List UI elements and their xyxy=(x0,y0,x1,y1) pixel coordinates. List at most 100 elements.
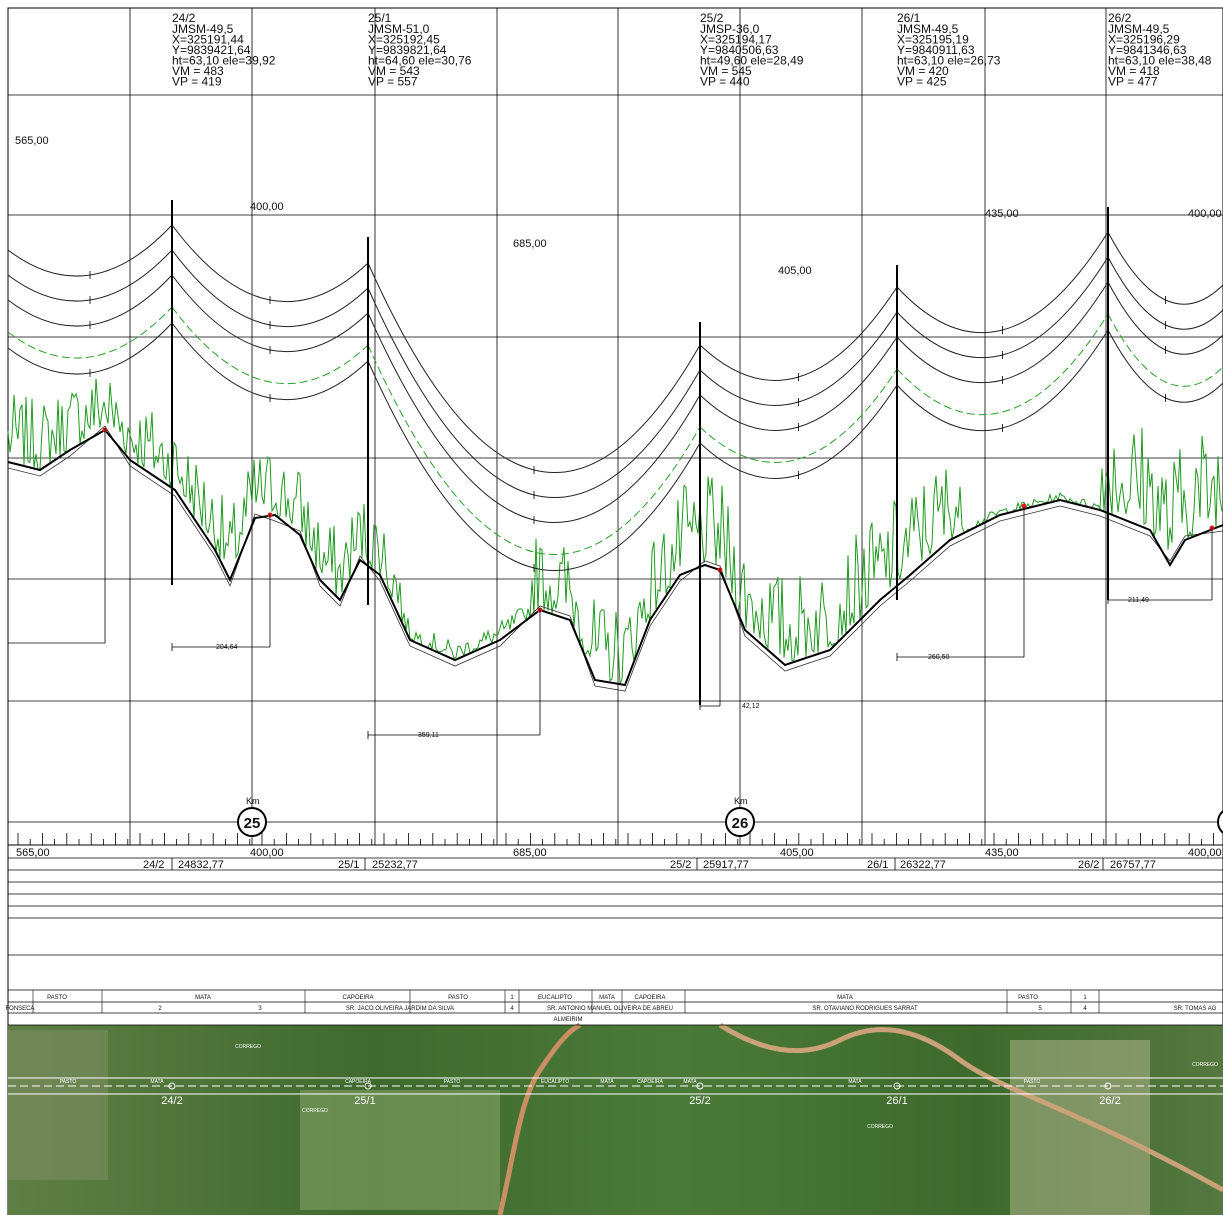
land-use: MATA xyxy=(599,995,615,1001)
tower-info: VP = 419 xyxy=(172,75,222,89)
drawing: 24/2JMSM-49,5X=325191,44Y=9839421,64ht=6… xyxy=(0,0,1223,1215)
dimension-label: 42,12 xyxy=(742,703,760,710)
aerial-label: MATA xyxy=(683,1079,697,1085)
aerial-label: CORREGO xyxy=(302,1108,328,1114)
owner: FONSECA xyxy=(5,1006,34,1012)
aerial-label: MATA xyxy=(848,1079,862,1085)
ground-clearance-curve xyxy=(172,307,368,384)
km-marker: 25 xyxy=(244,815,261,832)
tower-station-name: 24/2 xyxy=(143,859,164,871)
conductor xyxy=(8,225,172,276)
span-length: 400,00 xyxy=(1188,208,1222,220)
owner: SR. TOMAS AG xyxy=(1174,1006,1217,1012)
span-length: 400,00 xyxy=(250,201,284,213)
tower-station-name: 25/2 xyxy=(670,859,691,871)
tower-station: 26322,77 xyxy=(900,859,946,871)
aerial-label: PASTO xyxy=(60,1079,77,1085)
ground-clearance-curve xyxy=(8,307,172,358)
conductor xyxy=(700,287,897,380)
span-length-ruler: 400,00 xyxy=(1188,847,1222,859)
tower-info: VP = 557 xyxy=(368,75,418,89)
aerial-label: CAPOEIRA xyxy=(345,1079,372,1085)
conductor xyxy=(172,323,368,400)
span-length-ruler: 685,00 xyxy=(513,847,547,859)
span-length-ruler: 435,00 xyxy=(985,847,1019,859)
span-length-ruler: 400,00 xyxy=(250,847,284,859)
aerial-label: CAPOEIRA xyxy=(637,1079,664,1085)
owner: 3 xyxy=(258,1006,262,1012)
aerial-label: CORREGO xyxy=(867,1124,893,1130)
aerial-label: 26/1 xyxy=(886,1095,907,1107)
aerial-label: 26/2 xyxy=(1099,1095,1120,1107)
land-use: PASTO xyxy=(1018,995,1038,1001)
owner: SR. OTAVIANO RODRIGUES SARRAT xyxy=(812,1006,918,1012)
land-use: EUCALIPTO xyxy=(538,995,572,1001)
dimension-label: 359,11 xyxy=(418,732,439,739)
aerial-label: MATA xyxy=(600,1079,614,1085)
conductor xyxy=(368,361,700,571)
drawing-layer: 24/2JMSM-49,5X=325191,44Y=9839421,64ht=6… xyxy=(5,8,1223,1130)
span-length-ruler: 565,00 xyxy=(16,847,50,859)
owner: 5 xyxy=(1038,1006,1042,1012)
aerial-label: PASTO xyxy=(444,1079,461,1085)
conductor xyxy=(172,250,368,327)
land-use: CAPOEIRA xyxy=(634,995,665,1001)
conductor xyxy=(172,275,368,352)
dimension-label: 204,64 xyxy=(216,644,238,651)
land-use: 1 xyxy=(510,995,514,1001)
conductor xyxy=(1108,282,1223,354)
conductor xyxy=(897,232,1108,333)
conductor xyxy=(897,257,1108,358)
land-use: MATA xyxy=(837,995,853,1001)
aerial-label: PASTO xyxy=(1024,1079,1041,1085)
owner: SR. ANTONIO MANUEL OLIVEIRA DE ABREU xyxy=(547,1006,673,1012)
aerial-label: 25/2 xyxy=(689,1095,710,1107)
conductor xyxy=(1108,232,1223,304)
municipality: ALMEIRIM xyxy=(553,1017,582,1023)
vegetation-profile xyxy=(8,379,1222,684)
km-label: Km xyxy=(246,796,260,806)
owner: 4 xyxy=(510,1006,514,1012)
conductor xyxy=(1108,330,1223,402)
span-length-ruler: 405,00 xyxy=(780,847,814,859)
aerial-label: CORREGO xyxy=(235,1044,261,1050)
tower-station: 25232,77 xyxy=(372,859,418,871)
tower-station: 24832,77 xyxy=(178,859,224,871)
tower-info: VP = 477 xyxy=(1108,75,1158,89)
tower-station-name: 25/1 xyxy=(338,859,359,871)
aerial-label: EUCALIPTO xyxy=(541,1079,569,1085)
aerial-photo xyxy=(8,1025,1223,1215)
conductor xyxy=(700,337,897,430)
aerial-label: 24/2 xyxy=(161,1095,182,1107)
aerial-label: 25/1 xyxy=(354,1095,375,1107)
tower-station: 26757,77 xyxy=(1110,859,1156,871)
tower-station: 25917,77 xyxy=(703,859,749,871)
tower-station-name: 26/1 xyxy=(867,859,888,871)
land-use: CAPOEIRA xyxy=(342,995,373,1001)
terrain-thin xyxy=(8,426,1223,691)
land-use: MATA xyxy=(195,995,211,1001)
conductor xyxy=(700,312,897,405)
conductor xyxy=(8,323,172,374)
conductor xyxy=(172,225,368,302)
span-length: 565,00 xyxy=(15,135,49,147)
land-use: PASTO xyxy=(448,995,468,1001)
km-circle xyxy=(1218,808,1223,836)
km-label: Km xyxy=(734,796,748,806)
owner: 4 xyxy=(1083,1006,1087,1012)
tower-station-name: 26/2 xyxy=(1078,859,1099,871)
span-length: 435,00 xyxy=(985,208,1019,220)
owner: SR. JACO OLIVEIRA JARDIM DA SILVA xyxy=(346,1006,454,1012)
span-length: 405,00 xyxy=(778,265,812,277)
conductor xyxy=(1108,257,1223,329)
owner: 2 xyxy=(158,1006,162,1012)
aerial-label: MATA xyxy=(150,1079,164,1085)
land-use: PASTO xyxy=(47,995,67,1001)
dimension-label: 260,50 xyxy=(928,654,950,661)
land-use: 1 xyxy=(1083,995,1087,1001)
km-marker: 26 xyxy=(732,815,749,832)
span-length: 685,00 xyxy=(513,238,547,250)
dimension-label: 211,49 xyxy=(1128,597,1149,604)
tower-info: VP = 440 xyxy=(700,75,750,89)
tower-info: VP = 425 xyxy=(897,75,947,89)
